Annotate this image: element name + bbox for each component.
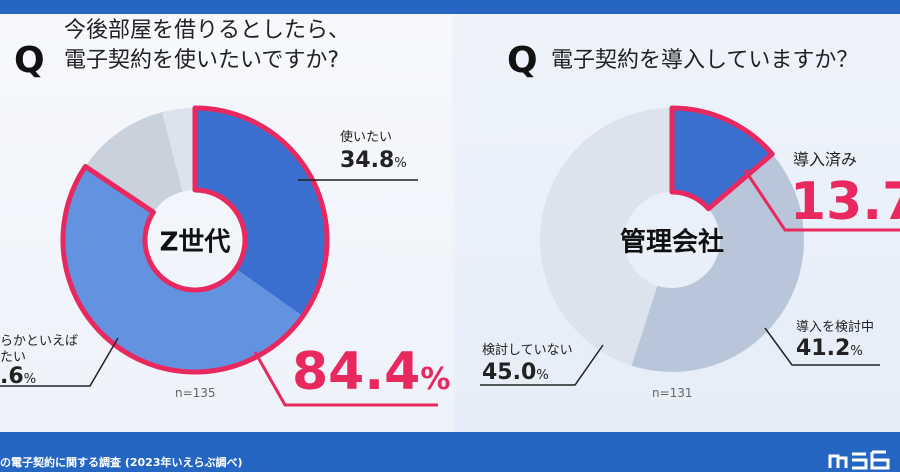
donut-slice: [195, 108, 327, 317]
label-want: 使いたい: [340, 130, 393, 145]
value-considering: 41.2%: [796, 336, 863, 361]
unit: %: [536, 368, 549, 383]
unit: %: [420, 362, 451, 397]
label-somewhat-want-2: たい: [0, 350, 27, 365]
sample-size: n=131: [652, 386, 693, 400]
value-text: 84.4: [292, 342, 421, 402]
value-text: .6: [0, 364, 24, 389]
label-somewhat-want: らかといえば: [0, 334, 79, 349]
value-text: 41.2: [796, 336, 851, 361]
donut-slice: [85, 112, 183, 213]
donut-slice: [631, 154, 805, 373]
question: 電子契約を導入していますか？: [551, 48, 859, 73]
q-mark: Q: [14, 40, 45, 81]
value-not-considering: 45.0%: [482, 360, 549, 385]
center-label-management: 管理会社: [619, 227, 725, 258]
sample-size: n=135: [175, 386, 216, 400]
highlight-outline: [60, 105, 330, 375]
leader-line: [743, 169, 900, 232]
unit: %: [23, 372, 37, 387]
title-banner: [0, 0, 900, 14]
question-line1: 今後部屋を借りるとしたら、: [64, 18, 351, 43]
value-text: 45.0: [482, 360, 537, 385]
leader-line: [480, 344, 604, 386]
label-not-considering: 検討していない: [482, 343, 573, 358]
leader-line: [0, 337, 119, 387]
label-considering: 導入を検討中: [796, 320, 875, 335]
footer-banner: の電子契約に関する調査 (2023年いえらぶ調べ): [0, 432, 900, 472]
donut-slice: [62, 166, 303, 373]
source-text: の電子契約に関する調査 (2023年いえらぶ調べ): [0, 456, 243, 469]
leader-line: [253, 351, 438, 407]
center-label-gen-z: Z世代: [159, 227, 231, 258]
label-adopted: 導入済み: [793, 150, 858, 169]
donut-slice: [539, 108, 672, 366]
unit: %: [850, 344, 863, 359]
question-line2: 電子契約を使いたいですか?: [64, 48, 340, 73]
value-adopted: 13.7: [790, 172, 900, 232]
value-text: 34.8: [340, 148, 395, 173]
highlight-outline: [669, 105, 775, 212]
unit: %: [394, 156, 407, 171]
value-want: 34.8%: [340, 148, 407, 173]
highlight-total: 84.4%: [292, 342, 450, 402]
value-somewhat-want: .6%: [0, 364, 36, 389]
brand-logo: [828, 450, 890, 470]
donut-slice: [162, 108, 195, 192]
q-mark: Q: [507, 40, 538, 81]
leader-line: [764, 327, 880, 366]
